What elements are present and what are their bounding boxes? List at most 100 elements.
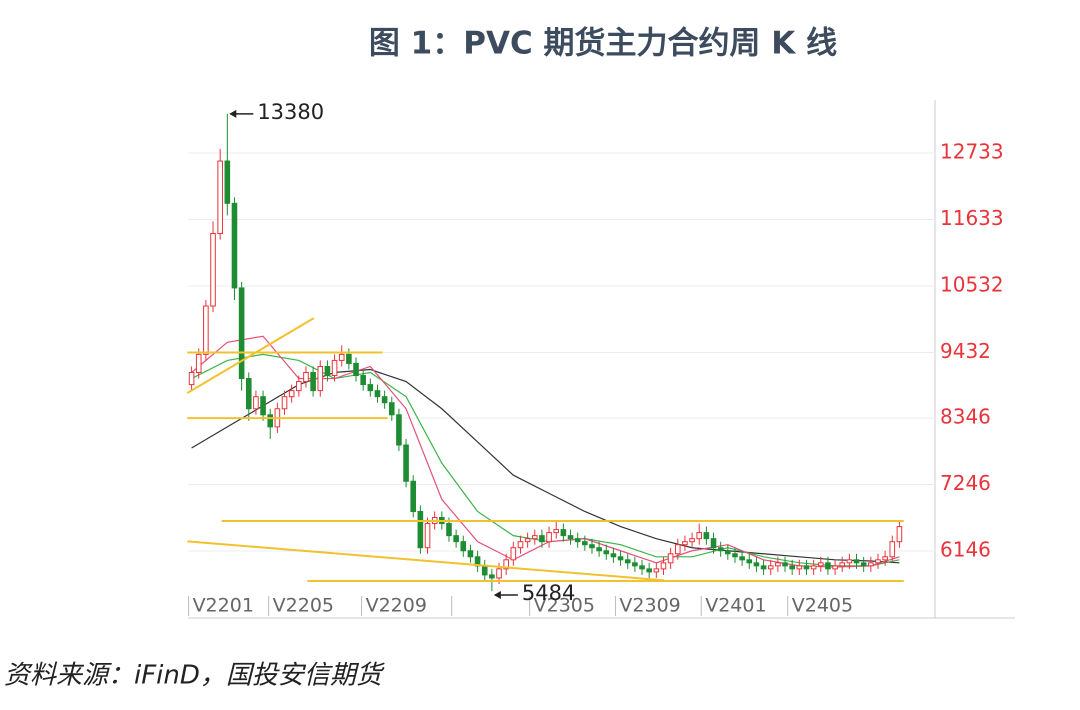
annotation-arrowhead [229,109,237,118]
candle-body [388,402,395,416]
candle-body [396,414,402,446]
candle-body [539,535,545,543]
candle-body [889,541,896,558]
annotation-label: 13380 [257,100,324,124]
x-tick-label: V2405 [792,595,853,617]
candle-body [253,396,259,410]
candle-body [546,532,552,543]
candle-body [732,553,738,558]
candle-body [324,365,331,377]
candle-body [617,556,624,561]
candle-body [195,353,202,374]
candle-body [868,562,874,567]
candle-body [646,568,652,573]
candle-body [789,565,795,570]
candle-body [782,562,788,567]
x-tick-label: V2205 [273,595,334,617]
candle-body [803,565,810,570]
candle-body [574,538,581,543]
candle-body [610,553,617,558]
source-note: 资料来源：iFinD，国投安信期货 [4,661,385,691]
candle-body [717,547,724,552]
y-tick-label: 11633 [940,206,1004,230]
candle-body [338,353,345,361]
candle-body [710,538,717,549]
candle-body [832,565,838,570]
annotation-label: 5484 [522,581,575,605]
candle-body [231,202,238,289]
candle-body [310,372,316,392]
y-tick-label: 6146 [940,537,991,561]
x-tick-label: V2309 [619,595,680,617]
candle-body [839,562,846,567]
candle-body [725,550,731,555]
candle-body [346,353,352,364]
candle-body [567,535,574,540]
candle-body [825,562,831,570]
candle-body [531,535,538,540]
candle-body [882,556,888,561]
x-tick-label: V2401 [705,595,766,617]
candle-body [624,559,631,564]
candle-body [281,396,288,410]
candle-body [453,535,459,543]
candle-body [367,384,374,392]
candle-body [739,556,745,561]
candle-body [589,544,595,549]
candle-body [596,547,602,552]
candle-body [210,233,216,307]
x-tick-label: V2209 [366,595,427,617]
candle-body [746,559,753,564]
candle-body [582,541,588,546]
candle-body [489,574,495,579]
candle-body [860,562,867,567]
candle-body [696,532,703,540]
candle-body [896,526,903,543]
candle-body [775,562,781,567]
y-tick-label: 8346 [940,405,991,429]
candle-body [467,550,474,558]
candle-body [374,390,381,398]
candle-body [224,160,231,204]
chart-title: 图 1：PVC 期货主力合约周 K 线 [369,26,837,62]
annotation-arrowhead [493,590,501,599]
candle-body [288,390,295,398]
candle-body [496,568,502,579]
candle-body [639,565,645,570]
candle-body [481,565,488,576]
candle-body [381,396,388,404]
candle-body [653,568,660,573]
candle-body [674,544,681,555]
candle-body [560,529,567,537]
candle-body [667,553,674,564]
candle-body [689,538,695,543]
candle-body [517,541,524,549]
candle-body [796,565,803,570]
y-tick-label: 9432 [940,339,991,363]
candle-body [753,562,760,567]
candle-body [303,372,309,383]
candle-body [853,559,860,564]
candle-body [238,287,245,380]
candle-body [524,538,531,543]
candle-body [267,414,274,428]
candle-body [603,550,610,555]
x-tick-label: V2201 [193,595,254,617]
candle-body [503,559,509,570]
x-tick-label: V2305 [534,595,595,617]
candle-body [660,562,667,570]
candle-body [460,541,467,552]
candle-body [632,562,638,567]
candle-body [217,160,223,235]
candle-body [703,532,710,540]
trend-line [186,317,315,394]
candle-body [245,378,252,410]
candle-body [424,523,431,549]
candle-body [760,565,767,570]
candle-body [188,372,195,386]
y-tick-label: 10532 [940,272,1004,296]
candle-body [510,547,517,561]
trend-line [187,540,665,582]
